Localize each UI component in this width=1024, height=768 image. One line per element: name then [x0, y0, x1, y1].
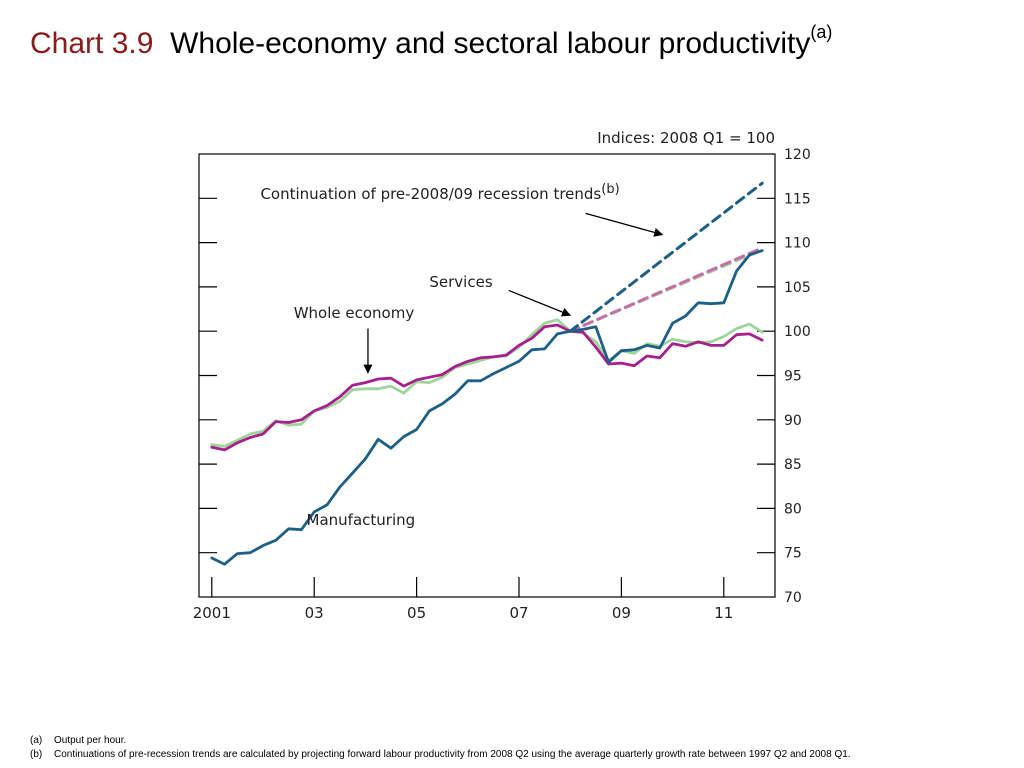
footnote-b-text: Continuations of pre-recession trends ar…	[54, 749, 851, 760]
units-label: Indices: 2008 Q1 = 100	[597, 129, 775, 147]
x-tick-label: 09	[612, 604, 631, 622]
series-line-trend-whole	[568, 246, 764, 333]
annotation-label-services: Services	[429, 273, 492, 291]
y-tick-label: 75	[784, 546, 802, 562]
y-tick-label: 100	[784, 324, 811, 340]
series-line-manufacturing	[210, 249, 764, 566]
annotation-layer: Continuation of pre-2008/09 recession tr…	[260, 182, 664, 529]
annotation-label-trend: Continuation of pre-2008/09 recession tr…	[260, 182, 619, 203]
footnote-a-key: (a)	[30, 735, 43, 746]
x-tick-label: 2001	[193, 604, 231, 622]
x-tick-label: 05	[407, 604, 426, 622]
title-footnote-ref: (a)	[810, 22, 833, 42]
footnote-b-key: (b)	[30, 749, 43, 760]
x-tick-label: 03	[305, 604, 324, 622]
y-tick-label: 120	[784, 147, 811, 163]
footnote-a-text: Output per hour.	[54, 735, 127, 746]
chart-title: Whole-economy and sectoral labour produc…	[170, 27, 811, 60]
y-tick-label: 90	[784, 413, 802, 429]
annotation-label-whole: Whole economy	[294, 304, 415, 322]
annotation-footnote-ref: (b)	[601, 182, 619, 197]
annotation-arrow-trend	[585, 212, 664, 237]
series-layer	[210, 181, 764, 566]
y-tick-label: 80	[784, 501, 802, 517]
y-tick-label: 70	[784, 590, 802, 606]
x-axis: 2001 03 05 07 09 11	[193, 577, 733, 622]
y-tick-label: 110	[784, 236, 811, 252]
series-line-trend-manufacturing	[568, 181, 764, 333]
footnote-b: (b) Continuations of pre-recession trends…	[30, 749, 851, 760]
x-tick-label: 11	[714, 604, 733, 622]
slide-title: Chart 3.9 Whole-economy and sectoral lab…	[30, 22, 832, 61]
y-tick-label: 95	[784, 369, 802, 385]
y-tick-label: 85	[784, 457, 802, 473]
x-tick-label: 07	[509, 604, 528, 622]
y-tick-label: 115	[784, 191, 811, 207]
y-axis: 70 75 80 85 90 95 100 105 110 115 120	[199, 147, 811, 606]
y-tick-label: 105	[784, 280, 811, 296]
annotation-label-manufacturing: Manufacturing	[307, 511, 416, 529]
footnote-a: (a) Output per hour.	[30, 735, 126, 746]
productivity-chart: 70 75 80 85 90 95 100 105 110 115 120 2001 03 05 07 09…	[193, 129, 811, 622]
series-line-services	[210, 318, 764, 448]
annotation-arrow-services	[508, 289, 572, 317]
chart-number: Chart 3.9	[30, 27, 154, 60]
series-line-whole-economy	[210, 323, 764, 452]
